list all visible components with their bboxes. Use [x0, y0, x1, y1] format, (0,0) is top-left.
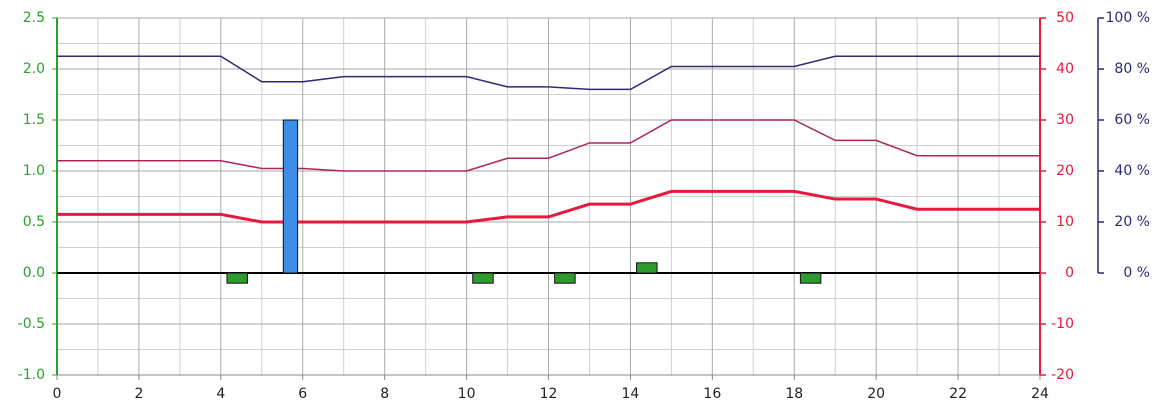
x-tick-label: 0 [53, 386, 62, 402]
y-tick-label: 1.5 [23, 112, 45, 128]
y3-tick-label: 0 % [1123, 265, 1150, 281]
x-tick-label: 12 [540, 386, 558, 402]
x-tick-label: 18 [785, 386, 803, 402]
y-tick-label: -1.0 [18, 367, 45, 383]
y-tick-label: 2.0 [23, 61, 45, 77]
x-tick-label: 20 [867, 386, 885, 402]
y2-tick-label: 30 [1056, 112, 1074, 128]
x-tick-label: 2 [134, 386, 143, 402]
y-tick-label: 1.0 [23, 163, 45, 179]
x-tick-label: 6 [298, 386, 307, 402]
y2-tick-label: 10 [1056, 214, 1074, 230]
bar [282, 119, 299, 274]
y2-tick-label: 50 [1056, 10, 1074, 26]
x-tick-label: 14 [622, 386, 640, 402]
line [57, 119, 1040, 172]
y2-tick-label: 20 [1056, 163, 1074, 179]
y-tick-label: 2.5 [23, 10, 45, 26]
y2-tick-label: -10 [1051, 316, 1074, 332]
y3-tick-label: 80 % [1114, 61, 1150, 77]
bar [799, 272, 822, 284]
x-tick-label: 16 [703, 386, 721, 402]
y2-tick-label: 0 [1065, 265, 1074, 281]
bar [636, 262, 658, 274]
bar [226, 272, 248, 284]
line [57, 189, 1040, 224]
y2-tick-label: 40 [1056, 61, 1074, 77]
x-tick-label: 8 [380, 386, 389, 402]
y-tick-label: 0.5 [23, 214, 45, 230]
y3-tick-label: 60 % [1114, 112, 1150, 128]
y3-tick-label: 100 % [1106, 10, 1150, 26]
y-tick-label: 0.0 [23, 265, 45, 281]
bar [554, 272, 576, 284]
y2-tick-label: -20 [1051, 367, 1074, 383]
x-tick-label: 4 [216, 386, 225, 402]
y3-tick-label: 40 % [1114, 163, 1150, 179]
x-tick-label: 10 [458, 386, 476, 402]
x-tick-label: 22 [949, 386, 967, 402]
y-tick-label: -0.5 [18, 316, 45, 332]
line [57, 55, 1040, 91]
x-tick-label: 24 [1031, 386, 1049, 402]
bar [472, 272, 494, 284]
y3-tick-label: 20 % [1114, 214, 1150, 230]
